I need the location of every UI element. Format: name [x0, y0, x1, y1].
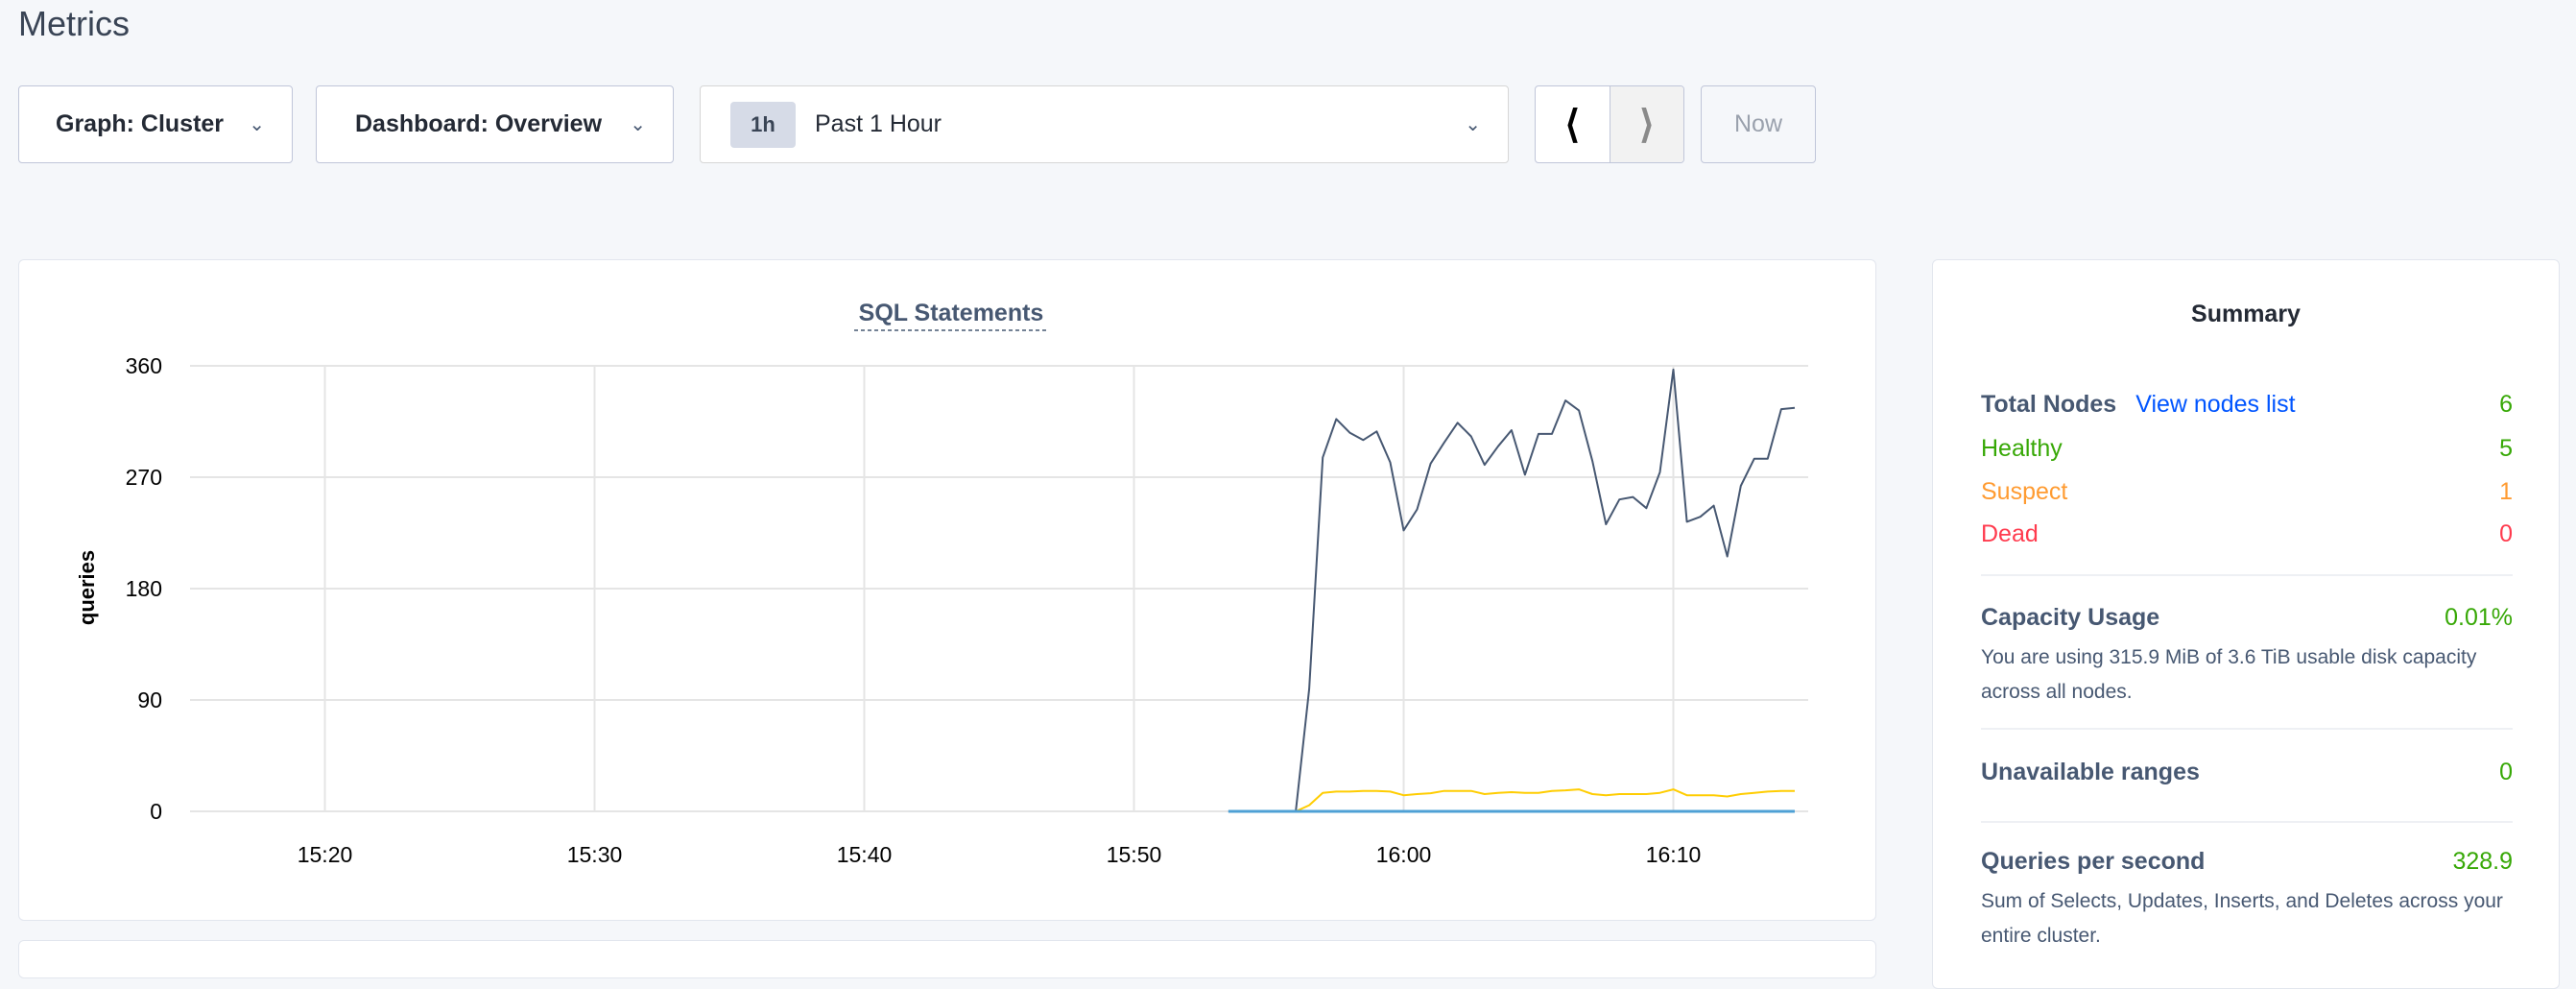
dashboard-dropdown[interactable]: Dashboard: Overview ⌄	[316, 85, 674, 163]
chevron-down-icon: ⌄	[1465, 114, 1481, 135]
chevron-left-icon: ⟨	[1564, 103, 1581, 146]
time-range-dropdown[interactable]: 1h Past 1 Hour ⌄	[700, 85, 1509, 163]
graph-dropdown-label: Graph: Cluster	[56, 110, 225, 137]
chevron-right-icon: ⟩	[1638, 103, 1655, 146]
x-tick-label: 15:30	[567, 842, 623, 867]
capacity-label: Capacity Usage	[1981, 604, 2160, 631]
capacity-description: You are using 315.9 MiB of 3.6 TiB usabl…	[1981, 646, 2477, 703]
dead-value: 0	[2499, 520, 2513, 547]
y-tick-label: 270	[126, 465, 162, 490]
qps-label: Queries per second	[1981, 848, 2206, 875]
x-tick-label: 15:40	[837, 842, 893, 867]
y-tick-label: 360	[126, 353, 162, 378]
divider	[1981, 574, 2513, 576]
qps-row: Queries per second 328.9	[1981, 846, 2513, 877]
y-tick-label: 90	[137, 687, 162, 712]
y-tick-label: 0	[150, 799, 162, 824]
chart-title[interactable]: SQL Statements	[859, 300, 1044, 326]
healthy-row: Healthy 5	[1981, 433, 2513, 464]
chevron-down-icon: ⌄	[630, 114, 646, 135]
y-axis-label: queries	[75, 550, 99, 625]
next-button[interactable]: ⟩	[1609, 86, 1683, 162]
view-nodes-link[interactable]: View nodes list	[2135, 391, 2296, 418]
time-range-badge: 1h	[730, 101, 796, 148]
qps-description: Sum of Selects, Updates, Inserts, and De…	[1981, 890, 2503, 947]
series-line-2	[1295, 788, 1795, 812]
capacity-value: 0.01%	[2445, 604, 2513, 631]
suspect-value: 1	[2499, 478, 2513, 505]
dashboard-dropdown-label: Dashboard: Overview	[355, 110, 603, 137]
total-nodes-row: Total Nodes View nodes list 6	[1981, 389, 2513, 420]
time-pager: ⟨ ⟩	[1535, 85, 1684, 163]
next-chart-card	[18, 940, 1876, 978]
summary-title: Summary	[2191, 301, 2301, 327]
qps-value: 328.9	[2452, 848, 2513, 875]
divider	[1981, 821, 2513, 823]
x-tick-label: 16:10	[1646, 842, 1702, 867]
graph-dropdown[interactable]: Graph: Cluster ⌄	[18, 85, 293, 163]
series-line-1	[1228, 368, 1796, 812]
summary-panel: Summary Total Nodes View nodes list 6 Hea…	[1932, 259, 2560, 989]
time-range-label: Past 1 Hour	[815, 110, 942, 137]
page-title: Metrics	[18, 4, 130, 43]
previous-button[interactable]: ⟨	[1536, 86, 1610, 162]
chevron-down-icon: ⌄	[249, 114, 265, 135]
divider	[1981, 728, 2513, 730]
dead-row: Dead 0	[1981, 519, 2513, 549]
unavailable-value: 0	[2499, 759, 2513, 785]
unavailable-label: Unavailable ranges	[1981, 759, 2200, 785]
x-tick-label: 15:50	[1107, 842, 1162, 867]
sql-statements-chart-card: 0 90 180 270 360 15:20 15:30 15:40 15:50 16:00 16:…	[18, 259, 1876, 921]
suspect-label: Suspect	[1981, 478, 2068, 505]
x-tick-label: 16:00	[1376, 842, 1432, 867]
total-nodes-label: Total Nodes	[1981, 391, 2117, 418]
sql-statements-chart: 0 90 180 270 360 15:20 15:30 15:40 15:50 16:00 16:…	[75, 300, 1808, 867]
healthy-label: Healthy	[1981, 435, 2063, 462]
capacity-row: Capacity Usage 0.01%	[1981, 602, 2513, 633]
unavailable-row: Unavailable ranges 0	[1981, 757, 2513, 787]
healthy-value: 5	[2499, 435, 2513, 462]
suspect-row: Suspect 1	[1981, 476, 2513, 507]
now-button[interactable]: Now	[1701, 85, 1816, 163]
x-tick-label: 15:20	[298, 842, 353, 867]
total-nodes-value: 6	[2499, 391, 2513, 418]
y-tick-label: 180	[126, 576, 162, 601]
dead-label: Dead	[1981, 520, 2039, 547]
